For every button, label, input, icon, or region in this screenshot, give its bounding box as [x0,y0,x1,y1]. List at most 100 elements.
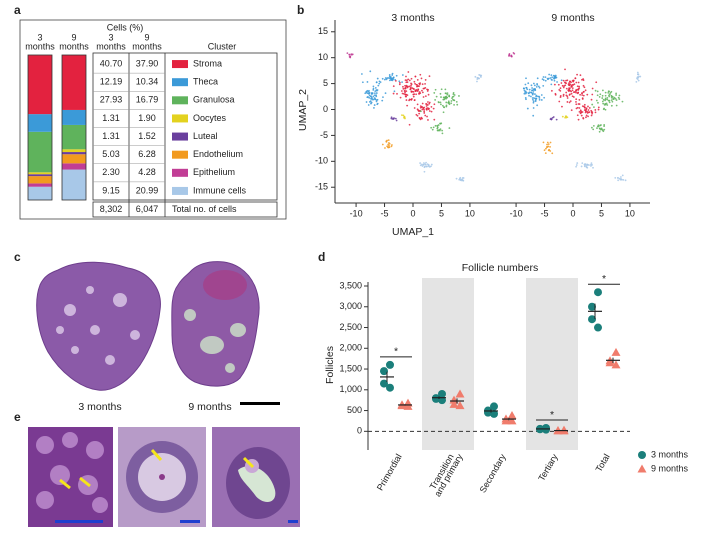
umap-cell [404,91,406,94]
umap-cell [432,126,435,129]
umap-cell [416,85,418,88]
umap-cell [532,114,535,117]
umap-cell [570,109,573,112]
umap-cell [389,76,392,79]
umap-cell [551,152,554,155]
umap-cell [372,89,375,91]
umap-cell [597,108,600,111]
umap-cell [392,85,395,88]
umap-cell [587,109,590,111]
umap-cell [595,99,598,102]
shaded-band [422,278,474,450]
significance-label: * [602,273,606,285]
umap-cell [476,80,478,83]
chart-title: Follicle numbers [462,262,538,274]
umap-cell [364,92,367,95]
umap-cell [535,97,538,100]
umap-cell [445,97,447,100]
umap-cell [387,139,390,142]
umap-cell [361,81,364,84]
umap-cell [476,78,479,81]
umap-cell [536,77,539,80]
umap-cell [385,141,388,143]
umap-cell [427,93,430,96]
umap-cell [569,100,572,103]
umap-cell [375,99,378,102]
umap-cell [550,118,553,121]
umap-cell [602,108,605,111]
cluster-name: Luteal [193,131,218,141]
umap-cell [425,105,428,107]
umap-cell [391,79,394,82]
umap-cell [416,90,419,92]
stacked-segment [62,154,86,164]
umap-cell [398,81,401,84]
umap-cell [427,119,429,121]
umap-cell [407,71,410,73]
umap-cell [572,84,575,86]
umap-cell [562,86,565,89]
table-value: 1.52 [138,131,156,141]
umap-cell [544,152,547,154]
umap-cell [413,99,416,102]
umap-cell [413,93,416,96]
cluster-name: Stroma [193,58,222,68]
umap-cell [424,114,427,117]
umap-cell [549,77,552,79]
umap-cell [590,165,592,167]
umap-cell [381,77,384,80]
umap-cell [427,101,429,103]
umap-cell [415,88,418,91]
umap-cell [448,103,451,106]
umap-cell [373,104,376,106]
umap-cell [576,85,579,88]
umap-cell [559,87,562,90]
umap-cell [547,145,550,148]
umap-cell [376,102,379,105]
umap-cell [428,102,431,105]
umap-cell [426,115,428,118]
umap-cell [390,145,393,148]
section-caption: 9 months [188,401,231,413]
x-tick-label: 10 [465,208,475,218]
cluster-swatch [172,168,188,177]
umap-cell [599,128,602,131]
umap-title: 3 months [391,12,434,24]
umap-cell [565,79,567,82]
umap-cell [369,70,372,73]
stacked-segment [62,149,86,153]
umap-cell [615,104,618,107]
umap-cell [392,77,395,79]
umap-cell [592,166,594,169]
umap-cell [580,114,583,117]
umap-cell [538,95,541,98]
umap-cell [583,165,586,168]
umap-cell [440,103,442,106]
umap-cell [365,91,368,93]
umap-cell [373,107,375,109]
umap-cell [610,99,613,102]
legend-label: 9 months [651,463,689,473]
stacked-segment [62,55,86,110]
umap-cell [601,100,604,103]
y-tick-label: 2,500 [339,322,362,332]
panel-label: a [14,3,21,17]
umap-cell [384,77,387,79]
umap-cell [576,73,578,76]
umap-cell [375,92,378,94]
umap-cell [395,74,398,77]
umap-cell [388,146,391,149]
umap-cell [538,98,541,101]
x-tick-label: 5 [439,208,444,218]
umap-cell [562,79,565,82]
umap-cell [624,179,627,182]
umap-cell [426,163,429,166]
umap-cell [620,178,623,181]
umap-cell [533,84,536,87]
umap-cell [424,82,426,85]
umap-cell [602,130,605,133]
umap-cell [603,125,606,128]
umap-cell [544,79,547,82]
umap-cell [604,97,607,100]
umap-cell [423,166,426,169]
